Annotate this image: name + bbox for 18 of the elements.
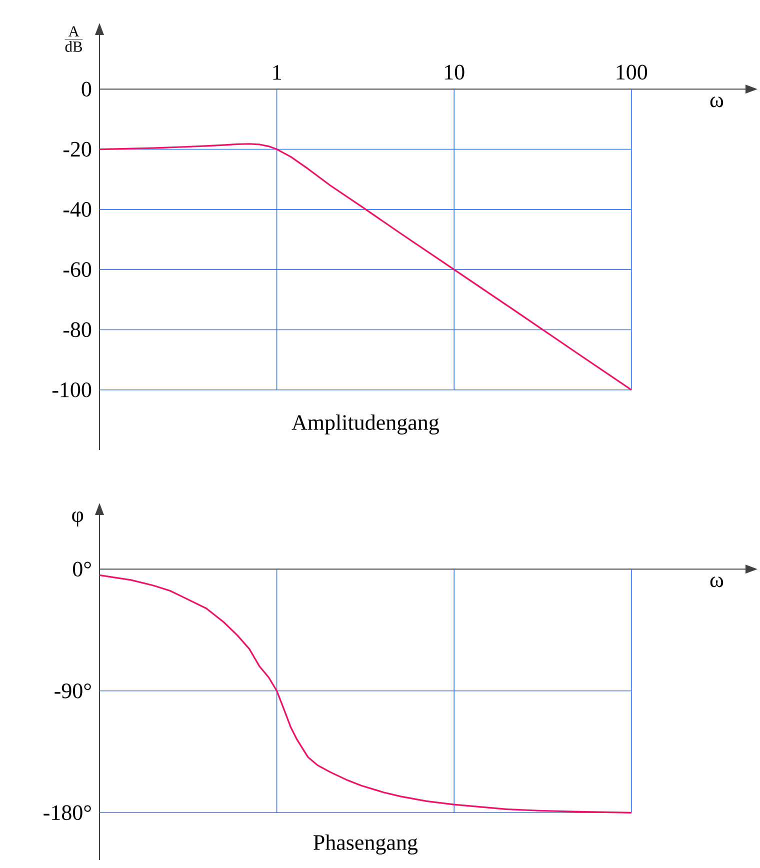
x-tick-label: 10 — [444, 64, 464, 80]
x-axis-title: ω — [710, 576, 723, 588]
y-tick-label: -40 — [63, 202, 91, 217]
y-tick-label: -180° — [43, 805, 91, 820]
y-tick-label: -20 — [63, 142, 91, 157]
text: Phasengang — [313, 834, 418, 854]
y-tick-label: -80 — [63, 322, 91, 338]
y-tick-label: 0 — [82, 82, 91, 97]
y-tick-label: -100 — [52, 382, 91, 398]
y-axis-title: $\frac{\mathrm{A}}{\mathrm{dB}}$ — [64, 26, 83, 52]
y-axis-title: φ — [72, 511, 83, 527]
y-tick-label: 0° — [72, 562, 91, 577]
y-tick-label: -90° — [54, 683, 91, 698]
x-axis-title: ω — [710, 96, 723, 108]
x-tick-label: 1 — [272, 65, 281, 80]
x-tick-label: 100 — [616, 64, 647, 80]
y-tick-label: -60 — [63, 262, 91, 277]
text: Amplitudengang — [291, 414, 439, 434]
